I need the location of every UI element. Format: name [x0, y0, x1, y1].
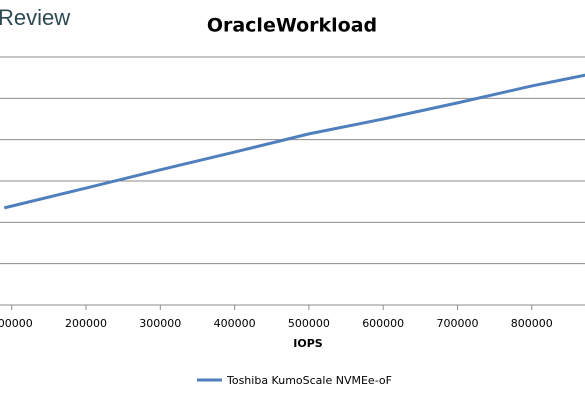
- x-axis-title: IOPS: [293, 337, 323, 350]
- data-line: [3, 73, 585, 210]
- x-tick-label: 300000: [139, 317, 181, 330]
- x-tick-label: 400000: [214, 317, 256, 330]
- chart-title: OracleWorkload: [207, 15, 377, 37]
- brand-logo: Review: [0, 5, 70, 30]
- legend-label: Toshiba KumoScale NVMEe-oF: [226, 374, 392, 387]
- x-tick-label: 100000: [0, 317, 33, 330]
- x-tick-label: 600000: [362, 317, 404, 330]
- x-tick-label: 800000: [511, 317, 553, 330]
- x-tick-label: 200000: [65, 317, 107, 330]
- x-tick-label: 500000: [288, 317, 330, 330]
- x-tick-label: 700000: [437, 317, 479, 330]
